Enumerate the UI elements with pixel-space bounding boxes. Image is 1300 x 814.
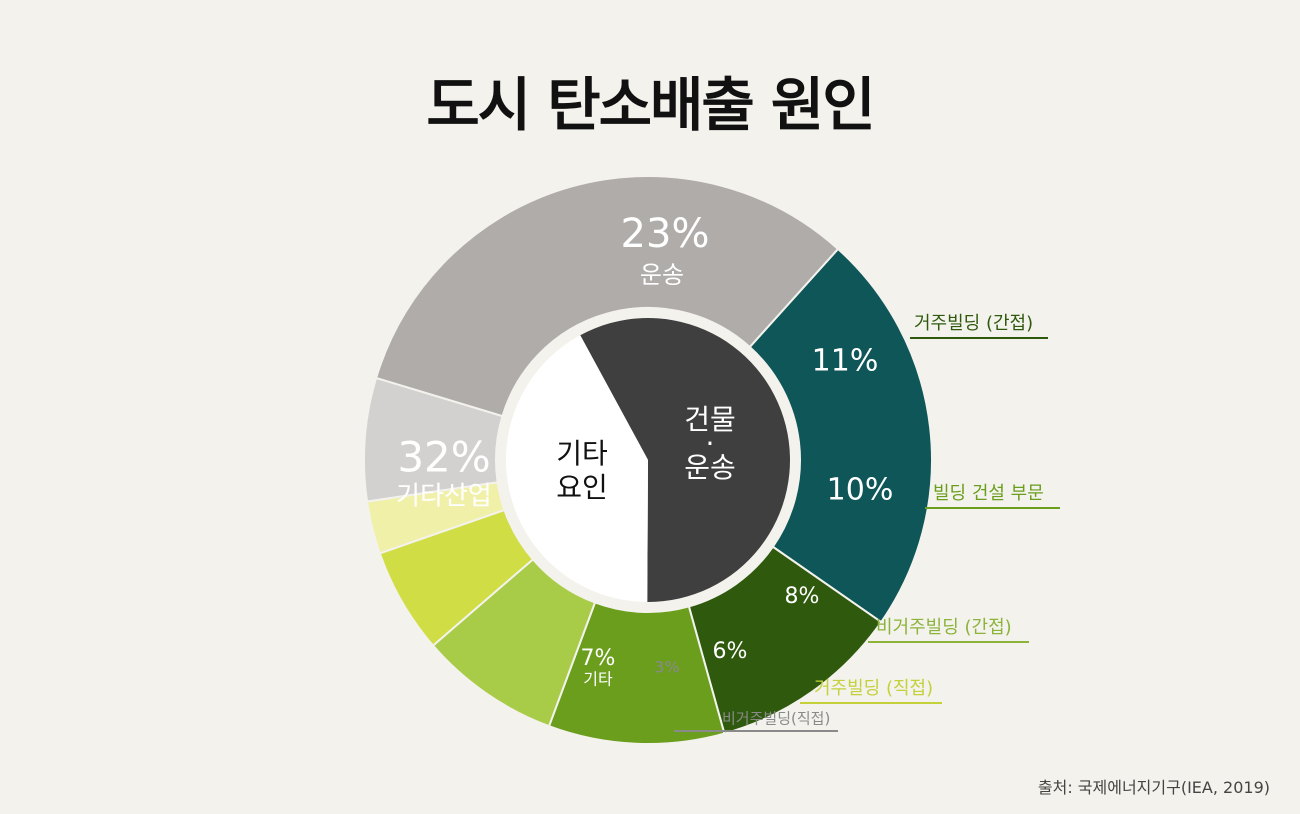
inner-slice-label: 요인: [556, 471, 608, 504]
source-note: 출처: 국제에너지기구(IEA, 2019): [1037, 778, 1270, 797]
slice-percent-label: 10%: [827, 473, 894, 508]
inner-slice: [580, 318, 790, 602]
slice-percent-label: 32%: [397, 433, 490, 482]
slice-name-label: 거주빌딩 (직접): [814, 678, 933, 699]
slice-name-label: 거주빌딩 (간접): [914, 313, 1033, 334]
slice-name-label: 기타산업: [396, 482, 492, 512]
slice-name-label: 빌딩 건설 부문: [933, 483, 1044, 504]
slice-percent-label: 6%: [713, 639, 748, 664]
inner-slice-label: ·: [706, 427, 715, 460]
slice-name-label: 비거주빌딩 (간접): [876, 617, 1012, 638]
slice-name-label: 운송: [640, 261, 684, 289]
slice-name-label: 기타: [583, 670, 613, 689]
slice-percent-label: 3%: [654, 658, 679, 677]
inner-slice-label: 운송: [684, 451, 736, 484]
slice-percent-label: 7%: [581, 646, 616, 671]
chart-title: 도시 탄소배출 원인: [426, 71, 875, 139]
inner-pie: [496, 308, 800, 612]
inner-slice: [506, 335, 648, 602]
slice-percent-label: 8%: [785, 584, 820, 609]
slice-percent-label: 23%: [621, 211, 710, 257]
inner-slice-label: 기타: [556, 437, 608, 470]
inner-slice-label: 건물: [684, 403, 736, 436]
slice-name-label: 비거주빌딩(직접): [722, 710, 830, 728]
slice-percent-label: 11%: [812, 344, 879, 379]
